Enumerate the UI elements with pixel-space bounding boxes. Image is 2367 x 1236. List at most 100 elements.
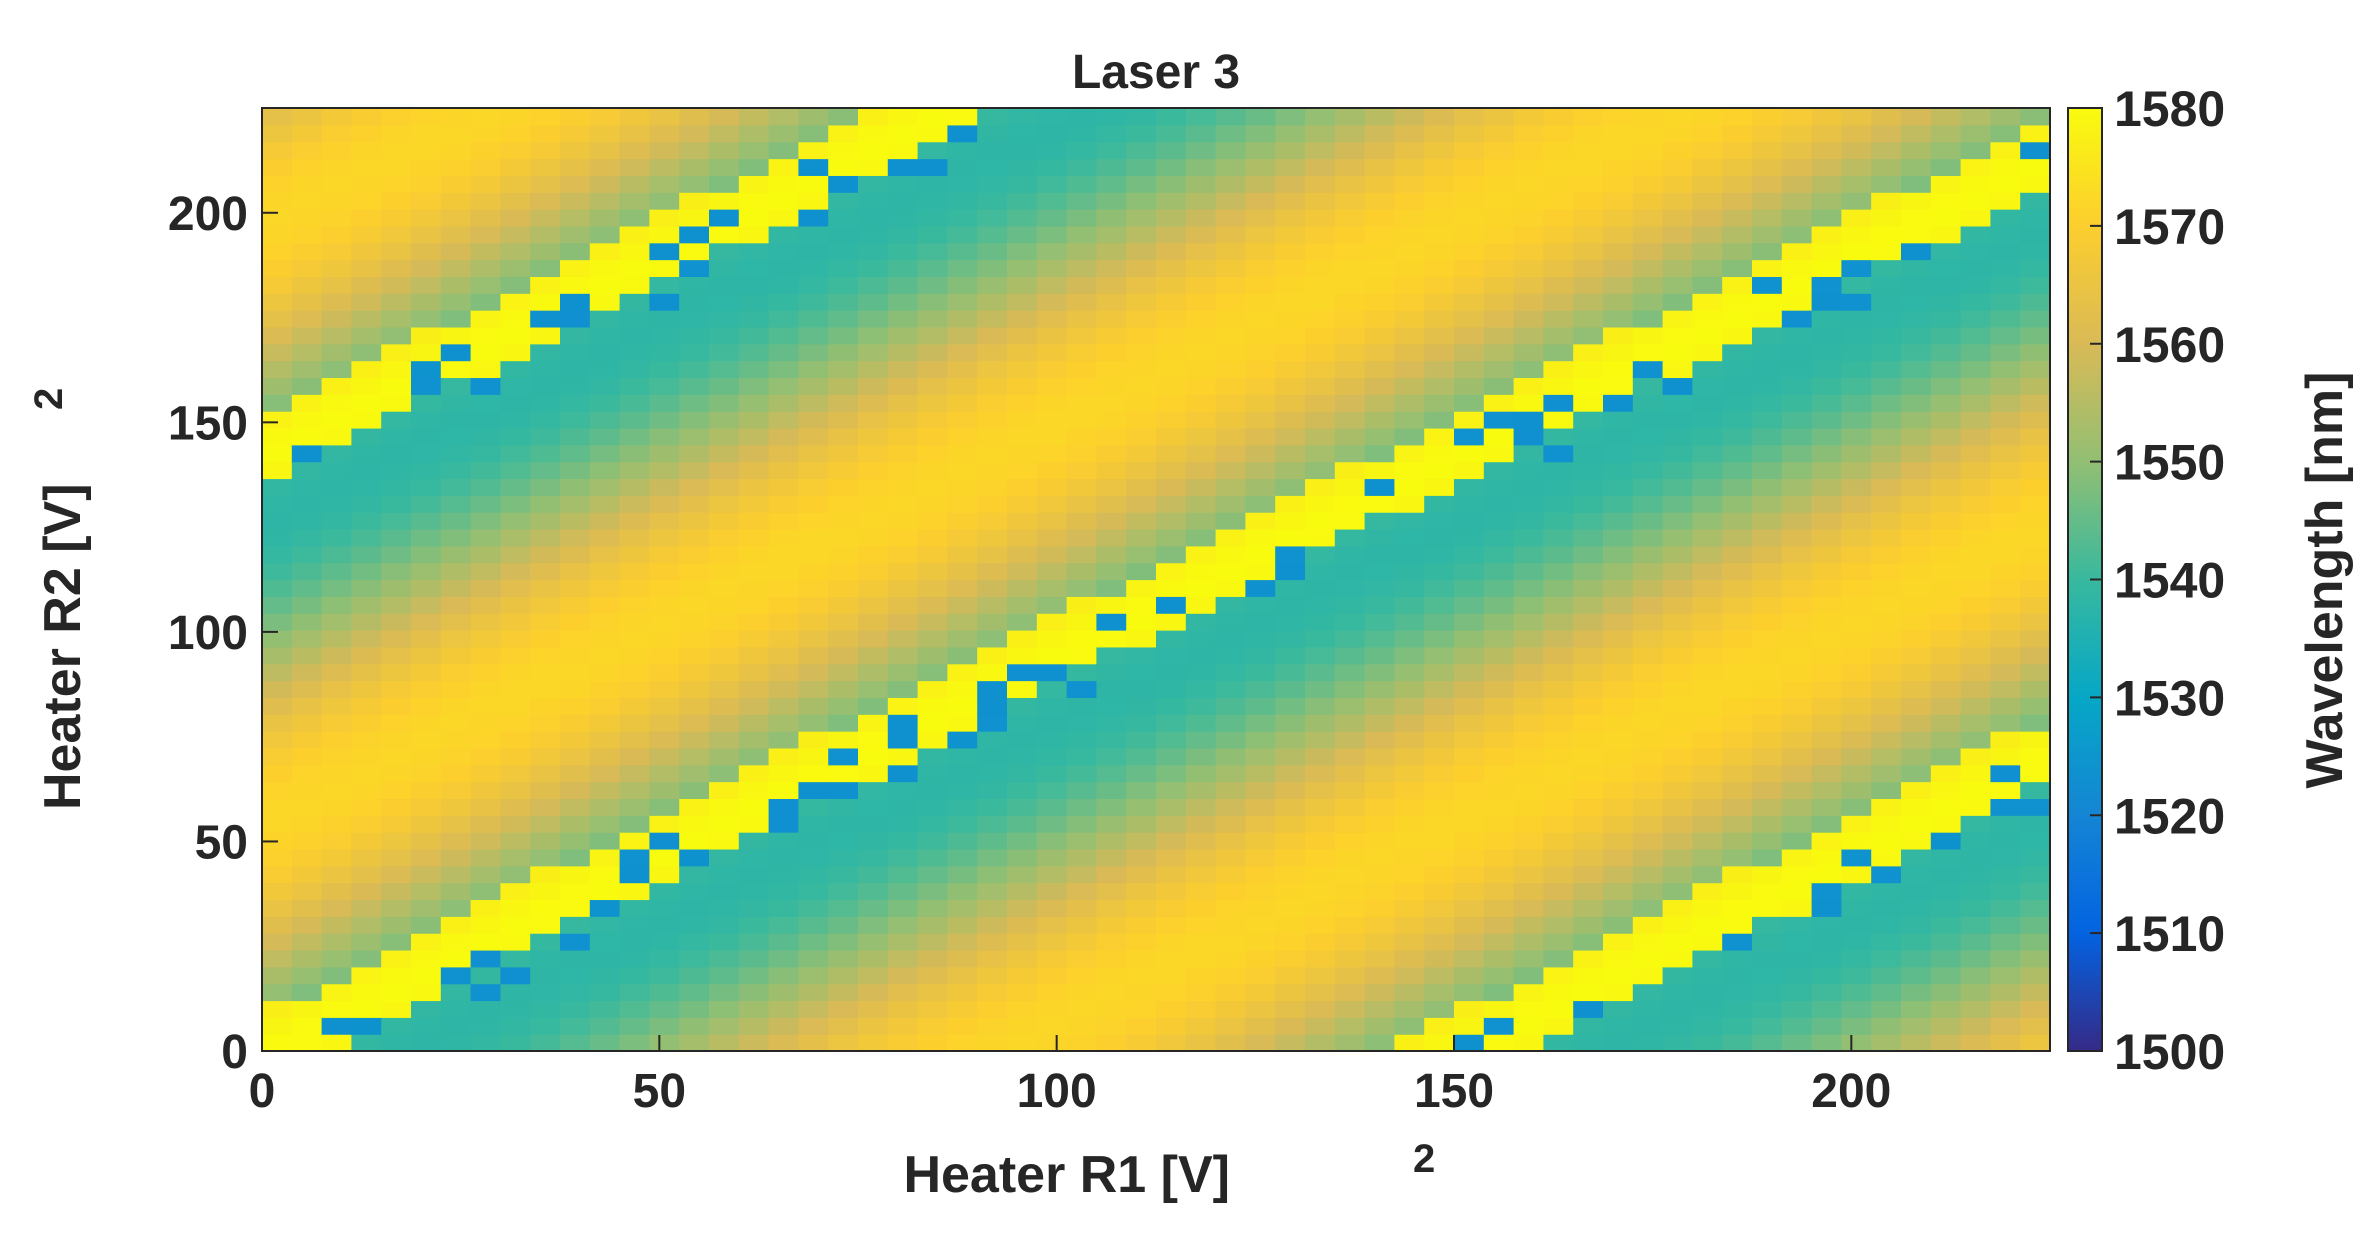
- heatmap-cell: [1364, 259, 1395, 277]
- heatmap-cell: [1305, 326, 1336, 345]
- heatmap-cell: [798, 731, 829, 749]
- heatmap-cell: [1215, 225, 1246, 244]
- heatmap-cell: [798, 663, 829, 682]
- heatmap-cell: [1066, 528, 1097, 547]
- heatmap-cell: [1185, 882, 1217, 901]
- heatmap-cell: [1424, 832, 1455, 850]
- heatmap-cell: [1871, 714, 1902, 732]
- heatmap-cell: [1096, 528, 1127, 547]
- heatmap-cell: [887, 966, 919, 985]
- heatmap-cell: [1513, 1034, 1544, 1051]
- heatmap-cell: [1871, 377, 1902, 395]
- heatmap-cell: [1603, 663, 1634, 682]
- heatmap-cell: [1573, 276, 1604, 294]
- heatmap-cell: [1036, 108, 1068, 126]
- heatmap-cell: [1245, 343, 1276, 362]
- heatmap-cell: [589, 276, 621, 294]
- heatmap-cell: [560, 478, 591, 496]
- heatmap-cell: [1990, 512, 2021, 530]
- heatmap-cell: [411, 983, 442, 1002]
- heatmap-cell: [1871, 141, 1902, 160]
- heatmap-cell: [1275, 848, 1306, 867]
- heatmap-cell: [440, 124, 472, 143]
- heatmap-cell: [1871, 613, 1902, 631]
- heatmap-cell: [1662, 175, 1693, 193]
- heatmap-cell: [1871, 411, 1902, 429]
- heatmap-cell: [1245, 1034, 1276, 1051]
- heatmap-cell: [1662, 1000, 1693, 1018]
- heatmap-cell: [1632, 899, 1664, 917]
- heatmap-cell: [858, 646, 889, 665]
- heatmap-cell: [1722, 512, 1753, 530]
- heatmap-cell: [798, 175, 829, 193]
- heatmap-cell: [470, 949, 501, 968]
- heatmap-cell: [1424, 630, 1455, 648]
- heatmap-cell: [977, 663, 1008, 682]
- heatmap-cell: [440, 865, 472, 884]
- heatmap-cell: [1722, 276, 1753, 294]
- heatmap-cell: [1036, 377, 1068, 395]
- heatmap-cell: [679, 613, 710, 631]
- heatmap-cell: [1543, 175, 1574, 193]
- heatmap-cell: [1573, 613, 1604, 631]
- heatmap-cell: [619, 108, 650, 126]
- heatmap-cell: [1603, 949, 1634, 968]
- heatmap-cell: [738, 747, 770, 766]
- heatmap-cell: [560, 848, 591, 867]
- heatmap-cell: [649, 427, 680, 446]
- heatmap-cell: [560, 714, 591, 732]
- heatmap-cell: [709, 646, 740, 665]
- heatmap-cell: [1483, 832, 1515, 850]
- heatmap-cell: [947, 108, 978, 126]
- heatmap-cell: [1454, 1000, 1485, 1018]
- heatmap-cell: [1722, 427, 1753, 446]
- heatmap-cell: [828, 1000, 859, 1018]
- heatmap-cell: [1185, 225, 1217, 244]
- heatmap-cell: [1603, 276, 1634, 294]
- heatmap-cell: [1305, 596, 1336, 614]
- heatmap-cell: [709, 108, 740, 126]
- heatmap-cell: [738, 394, 770, 412]
- heatmap-cell: [887, 545, 919, 564]
- heatmap-cell: [1960, 545, 1991, 564]
- heatmap-cell: [1483, 377, 1515, 395]
- heatmap-cell: [1752, 848, 1783, 867]
- heatmap-cell: [560, 983, 591, 1002]
- heatmap-cell: [917, 630, 948, 648]
- heatmap-cell: [1960, 882, 1991, 901]
- heatmap-cell: [1662, 916, 1693, 934]
- heatmap-cell: [738, 714, 770, 732]
- heatmap-cell: [1990, 209, 2021, 227]
- heatmap-cell: [1126, 124, 1157, 143]
- heatmap-cell: [500, 495, 531, 513]
- heatmap-cell: [1841, 848, 1872, 867]
- heatmap-cell: [1692, 865, 1723, 884]
- heatmap-cell: [1513, 680, 1544, 698]
- heatmap-cell: [1424, 259, 1455, 277]
- heatmap-cell: [1871, 276, 1902, 294]
- heatmap-cell: [1483, 663, 1515, 682]
- heatmap-cell: [858, 310, 889, 328]
- heatmap-cell: [1156, 444, 1187, 463]
- heatmap-cell: [1930, 680, 1962, 698]
- heatmap-cell: [738, 293, 770, 311]
- heatmap-cell: [738, 444, 770, 463]
- heatmap-cell: [1990, 175, 2021, 193]
- heatmap-cell: [500, 478, 531, 496]
- heatmap-cell: [1722, 293, 1753, 311]
- heatmap-cell: [1215, 848, 1246, 867]
- heatmap-cell: [1454, 882, 1485, 901]
- heatmap-cell: [1275, 495, 1306, 513]
- heatmap-cell: [828, 343, 859, 362]
- heatmap-cell: [470, 394, 501, 412]
- heatmap-cell: [291, 225, 323, 244]
- heatmap-cell: [1334, 731, 1366, 749]
- heatmap-cell: [977, 899, 1008, 917]
- heatmap-cell: [858, 613, 889, 631]
- heatmap-cell: [619, 731, 650, 749]
- heatmap-cell: [1305, 646, 1336, 665]
- heatmap-cell: [1901, 225, 1932, 244]
- heatmap-cell: [2020, 108, 2050, 126]
- heatmap-cell: [1394, 697, 1425, 715]
- heatmap-cell: [1632, 394, 1664, 412]
